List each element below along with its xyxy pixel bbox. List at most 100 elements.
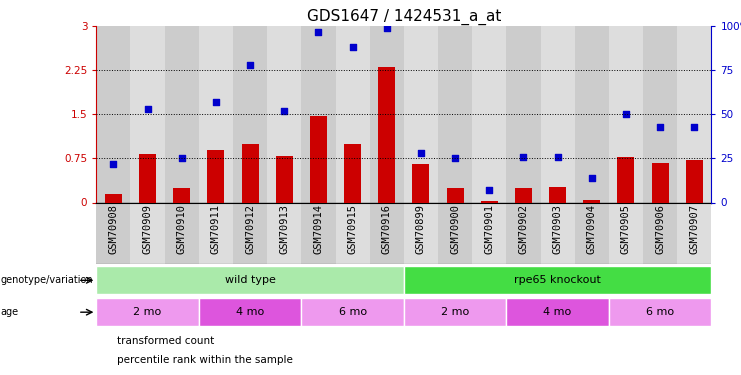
Point [210,99,222,105]
Text: GSM70905: GSM70905 [621,204,631,254]
Bar [242,144,259,202]
Bar [276,156,293,203]
Text: age: age [1,307,19,317]
Point [483,187,495,193]
Text: GSM70903: GSM70903 [553,204,562,254]
Text: GSM70901: GSM70901 [485,204,494,254]
Point [688,124,700,130]
Point [620,111,632,117]
Point [654,124,666,130]
Bar [199,26,233,202]
Bar [438,202,472,264]
Bar [96,202,130,264]
Text: percentile rank within the sample: percentile rank within the sample [117,355,293,365]
Bar [310,116,327,202]
Point [313,28,325,34]
Bar [336,202,370,264]
Text: transformed count: transformed count [117,336,214,346]
Bar [165,26,199,202]
Bar [302,298,404,326]
Point [107,161,119,167]
Point [415,150,427,156]
Bar [370,202,404,264]
Bar [540,26,575,202]
Text: 6 mo: 6 mo [339,307,367,317]
Text: GSM70912: GSM70912 [245,204,255,254]
Text: GSM70909: GSM70909 [142,204,153,254]
Bar [685,160,702,202]
Bar [165,202,199,264]
Bar [96,266,404,294]
Text: GSM70899: GSM70899 [416,204,426,254]
Bar [575,26,609,202]
Bar [370,26,404,202]
Bar [199,202,233,264]
Text: GSM70908: GSM70908 [108,204,119,254]
Bar [105,194,122,202]
Bar [609,298,711,326]
Text: GSM70913: GSM70913 [279,204,289,254]
Text: GSM70900: GSM70900 [450,204,460,254]
Bar [139,154,156,203]
Text: rpe65 knockout: rpe65 knockout [514,275,601,285]
Point [517,154,529,160]
Bar [404,266,711,294]
Title: GDS1647 / 1424531_a_at: GDS1647 / 1424531_a_at [307,9,501,25]
Bar [472,26,506,202]
Bar [207,150,225,202]
Bar [302,202,336,264]
Point [244,62,256,68]
Point [586,175,598,181]
Text: GSM70911: GSM70911 [211,204,221,254]
Bar [643,202,677,264]
Bar [651,162,668,202]
Bar [540,202,575,264]
Bar [404,298,506,326]
Point [347,44,359,50]
Bar [549,187,566,202]
Point [142,106,153,112]
Point [449,155,461,161]
Bar [413,164,430,202]
Bar [268,26,302,202]
Bar [506,202,540,264]
Bar [404,26,438,202]
Bar [575,202,609,264]
Bar [302,26,336,202]
Point [381,25,393,31]
Text: GSM70910: GSM70910 [177,204,187,254]
Text: GSM70916: GSM70916 [382,204,392,254]
Bar [583,200,600,202]
Bar [609,26,643,202]
Bar [96,298,199,326]
Text: 6 mo: 6 mo [646,307,674,317]
Bar [268,202,302,264]
Bar [506,26,540,202]
Text: 2 mo: 2 mo [133,307,162,317]
Bar [344,144,361,202]
Bar [96,26,130,202]
Bar [130,26,165,202]
Point [176,155,187,161]
Point [551,154,563,160]
Text: 4 mo: 4 mo [236,307,265,317]
Bar [130,202,165,264]
Text: GSM70907: GSM70907 [689,204,700,254]
Text: GSM70904: GSM70904 [587,204,597,254]
Bar [643,26,677,202]
Text: genotype/variation: genotype/variation [1,275,93,285]
Text: wild type: wild type [225,275,276,285]
Point [279,108,290,114]
Bar [506,298,609,326]
Text: 2 mo: 2 mo [441,307,469,317]
Bar [438,26,472,202]
Text: GSM70914: GSM70914 [313,204,323,254]
Text: GSM70902: GSM70902 [519,204,528,254]
Bar [515,188,532,202]
Text: 4 mo: 4 mo [543,307,572,317]
Bar [609,202,643,264]
Bar [173,188,190,202]
Bar [378,68,395,203]
Text: GSM70906: GSM70906 [655,204,665,254]
Bar [233,26,268,202]
